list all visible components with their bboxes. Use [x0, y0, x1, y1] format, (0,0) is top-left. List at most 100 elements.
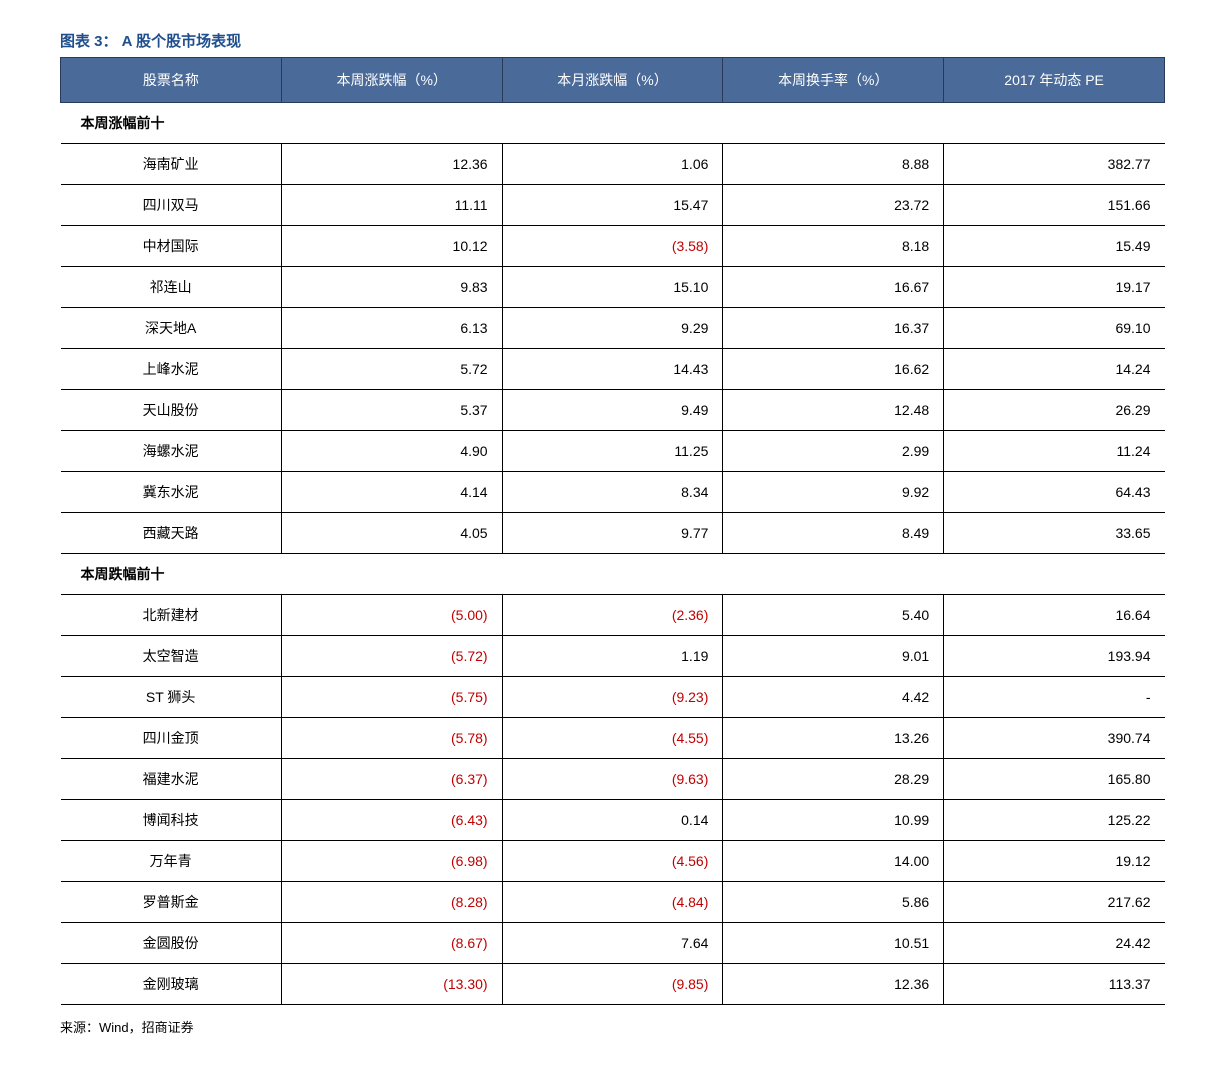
cell-turnover: 28.29	[723, 759, 944, 800]
section-label: 本周跌幅前十	[61, 554, 1165, 595]
cell-week-change: 11.11	[281, 185, 502, 226]
cell-turnover: 8.18	[723, 226, 944, 267]
stock-performance-table: 股票名称 本周涨跌幅（%） 本月涨跌幅（%） 本周换手率（%） 2017 年动态…	[60, 57, 1165, 1005]
cell-name: 祁连山	[61, 267, 282, 308]
cell-name: 中材国际	[61, 226, 282, 267]
cell-name: 四川金顶	[61, 718, 282, 759]
table-title: 图表 3： A 股个股市场表现	[60, 30, 1165, 51]
cell-pe: 19.12	[944, 841, 1165, 882]
cell-name: 西藏天路	[61, 513, 282, 554]
col-header-name: 股票名称	[61, 58, 282, 103]
cell-turnover: 10.99	[723, 800, 944, 841]
cell-month-change: 8.34	[502, 472, 723, 513]
cell-turnover: 23.72	[723, 185, 944, 226]
table-row: 上峰水泥5.7214.4316.6214.24	[61, 349, 1165, 390]
table-row: 博闻科技(6.43)0.1410.99125.22	[61, 800, 1165, 841]
cell-week-change: 9.83	[281, 267, 502, 308]
cell-week-change: (5.00)	[281, 595, 502, 636]
table-row: 太空智造(5.72)1.199.01193.94	[61, 636, 1165, 677]
cell-turnover: 9.92	[723, 472, 944, 513]
cell-name: ST 狮头	[61, 677, 282, 718]
table-row: 金圆股份(8.67)7.6410.5124.42	[61, 923, 1165, 964]
cell-week-change: (6.43)	[281, 800, 502, 841]
cell-name: 太空智造	[61, 636, 282, 677]
col-header-month-change: 本月涨跌幅（%）	[502, 58, 723, 103]
cell-turnover: 2.99	[723, 431, 944, 472]
cell-month-change: (4.55)	[502, 718, 723, 759]
cell-pe: 151.66	[944, 185, 1165, 226]
cell-pe: 14.24	[944, 349, 1165, 390]
cell-week-change: (8.67)	[281, 923, 502, 964]
cell-week-change: 5.72	[281, 349, 502, 390]
cell-month-change: (4.84)	[502, 882, 723, 923]
cell-month-change: 7.64	[502, 923, 723, 964]
cell-week-change: (5.72)	[281, 636, 502, 677]
col-header-week-turnover: 本周换手率（%）	[723, 58, 944, 103]
cell-turnover: 14.00	[723, 841, 944, 882]
cell-pe: 19.17	[944, 267, 1165, 308]
cell-name: 金圆股份	[61, 923, 282, 964]
cell-pe: 15.49	[944, 226, 1165, 267]
cell-name: 罗普斯金	[61, 882, 282, 923]
cell-name: 海螺水泥	[61, 431, 282, 472]
cell-turnover: 16.62	[723, 349, 944, 390]
cell-turnover: 8.49	[723, 513, 944, 554]
table-row: 海南矿业12.361.068.88382.77	[61, 144, 1165, 185]
cell-month-change: 9.77	[502, 513, 723, 554]
cell-pe: 217.62	[944, 882, 1165, 923]
cell-turnover: 12.48	[723, 390, 944, 431]
cell-name: 福建水泥	[61, 759, 282, 800]
cell-month-change: 1.19	[502, 636, 723, 677]
cell-month-change: 15.47	[502, 185, 723, 226]
cell-turnover: 9.01	[723, 636, 944, 677]
cell-month-change: 1.06	[502, 144, 723, 185]
cell-week-change: 4.14	[281, 472, 502, 513]
table-row: 祁连山9.8315.1016.6719.17	[61, 267, 1165, 308]
cell-pe: 26.29	[944, 390, 1165, 431]
cell-month-change: (2.36)	[502, 595, 723, 636]
cell-pe: 64.43	[944, 472, 1165, 513]
cell-month-change: (9.23)	[502, 677, 723, 718]
cell-name: 博闻科技	[61, 800, 282, 841]
cell-week-change: 4.05	[281, 513, 502, 554]
cell-week-change: 10.12	[281, 226, 502, 267]
cell-turnover: 13.26	[723, 718, 944, 759]
cell-name: 金刚玻璃	[61, 964, 282, 1005]
cell-name: 上峰水泥	[61, 349, 282, 390]
cell-month-change: (3.58)	[502, 226, 723, 267]
cell-week-change: (6.98)	[281, 841, 502, 882]
cell-pe: 125.22	[944, 800, 1165, 841]
cell-pe: 390.74	[944, 718, 1165, 759]
cell-week-change: (5.78)	[281, 718, 502, 759]
table-row: 深天地A6.139.2916.3769.10	[61, 308, 1165, 349]
cell-turnover: 16.37	[723, 308, 944, 349]
source-note: 来源：Wind，招商证券	[60, 1017, 1165, 1036]
cell-month-change: 14.43	[502, 349, 723, 390]
table-row: ST 狮头(5.75)(9.23)4.42-	[61, 677, 1165, 718]
table-row: 冀东水泥4.148.349.9264.43	[61, 472, 1165, 513]
cell-month-change: (9.85)	[502, 964, 723, 1005]
cell-name: 四川双马	[61, 185, 282, 226]
col-header-pe: 2017 年动态 PE	[944, 58, 1165, 103]
cell-name: 海南矿业	[61, 144, 282, 185]
cell-turnover: 8.88	[723, 144, 944, 185]
cell-week-change: 5.37	[281, 390, 502, 431]
cell-turnover: 16.67	[723, 267, 944, 308]
cell-week-change: (6.37)	[281, 759, 502, 800]
cell-month-change: 9.49	[502, 390, 723, 431]
cell-turnover: 4.42	[723, 677, 944, 718]
section-header-row: 本周涨幅前十	[61, 103, 1165, 144]
table-row: 四川金顶(5.78)(4.55)13.26390.74	[61, 718, 1165, 759]
cell-pe: 193.94	[944, 636, 1165, 677]
table-row: 福建水泥(6.37)(9.63)28.29165.80	[61, 759, 1165, 800]
table-header-row: 股票名称 本周涨跌幅（%） 本月涨跌幅（%） 本周换手率（%） 2017 年动态…	[61, 58, 1165, 103]
table-row: 中材国际10.12(3.58)8.1815.49	[61, 226, 1165, 267]
cell-pe: 382.77	[944, 144, 1165, 185]
col-header-week-change: 本周涨跌幅（%）	[281, 58, 502, 103]
cell-week-change: (13.30)	[281, 964, 502, 1005]
cell-month-change: 15.10	[502, 267, 723, 308]
cell-pe: -	[944, 677, 1165, 718]
cell-week-change: 6.13	[281, 308, 502, 349]
cell-week-change: (5.75)	[281, 677, 502, 718]
cell-month-change: (9.63)	[502, 759, 723, 800]
